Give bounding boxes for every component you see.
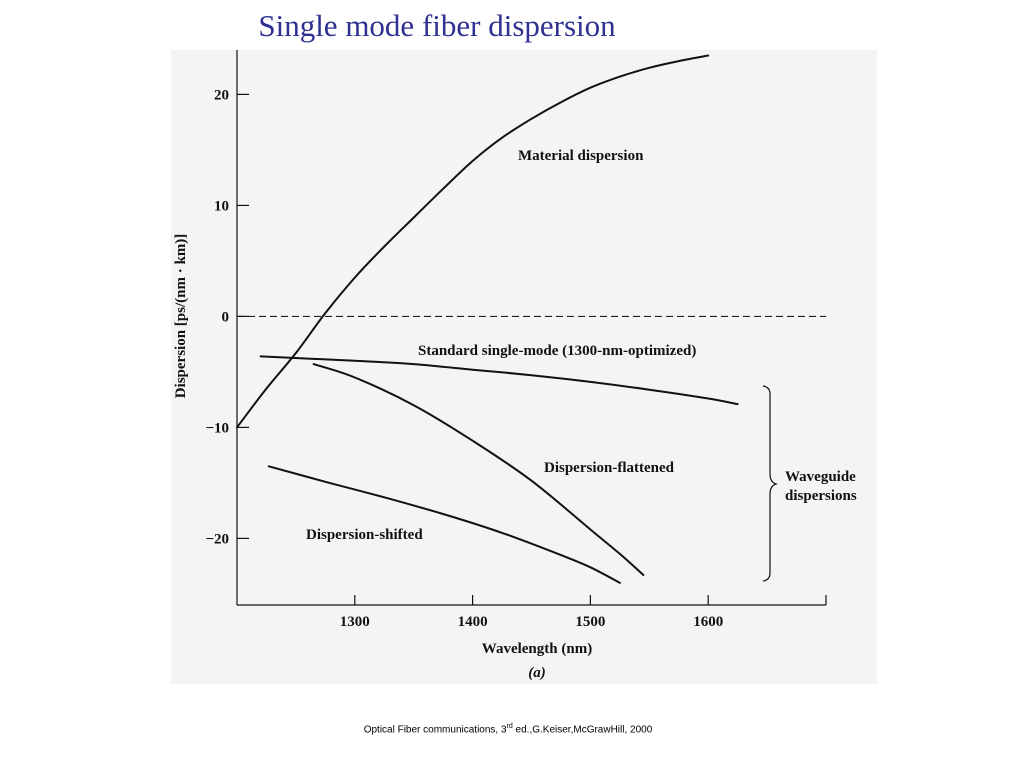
waveguide-annotation: Waveguide dispersions <box>785 469 857 504</box>
panel-label: (a) <box>528 665 546 681</box>
dispersion-flattened-curve <box>312 363 645 576</box>
figure-panel: 1300 1400 1500 1600 20 10 0 −10 −20 Material dis… <box>171 50 877 684</box>
chart-axes <box>236 50 827 606</box>
citation: Optical Fiber communications, 3rd ed.,G.… <box>0 723 1016 735</box>
citation-suffix: ed.,G.Keiser,McGrawHill, 2000 <box>512 724 653 736</box>
citation-superscript: rd <box>506 723 513 730</box>
y-tick-label-4: −20 <box>205 531 229 547</box>
x-tick-label-1400: 1400 <box>458 614 488 630</box>
x-tick-label-1500: 1500 <box>575 614 605 630</box>
waveguide-annotation-line-2: dispersions <box>785 488 857 504</box>
slide-title: Single mode fiber dispersion <box>258 8 616 43</box>
y-tick-label-3: −10 <box>205 420 229 436</box>
x-axis-title: Wavelength (nm) <box>482 641 592 657</box>
label-dispersion-flattened: Dispersion-flattened <box>544 460 675 476</box>
y-tick-label-1: 10 <box>214 198 229 214</box>
waveguide-brace <box>762 385 778 582</box>
y-tick-label-0: 20 <box>214 87 229 103</box>
dispersion-shifted-curve <box>267 465 621 584</box>
x-tick-label-1300: 1300 <box>340 614 370 630</box>
label-material-dispersion: Material dispersion <box>518 148 644 164</box>
y-axis-title: Dispersion [ps/(nm · km)] <box>173 234 189 399</box>
waveguide-annotation-line-1: Waveguide <box>785 469 856 485</box>
label-standard-single-mode: Standard single-mode (1300-nm-optimized) <box>418 343 696 359</box>
dispersion-chart: 1300 1400 1500 1600 20 10 0 −10 −20 Material dis… <box>173 50 857 681</box>
material-dispersion-curve <box>236 54 710 429</box>
label-dispersion-shifted: Dispersion-shifted <box>306 527 423 543</box>
standard-single-mode-curve <box>259 355 739 406</box>
y-tick-label-2: 0 <box>222 309 230 325</box>
x-tick-label-1600: 1600 <box>693 614 723 630</box>
citation-prefix: Optical Fiber communications, 3 <box>363 724 507 736</box>
